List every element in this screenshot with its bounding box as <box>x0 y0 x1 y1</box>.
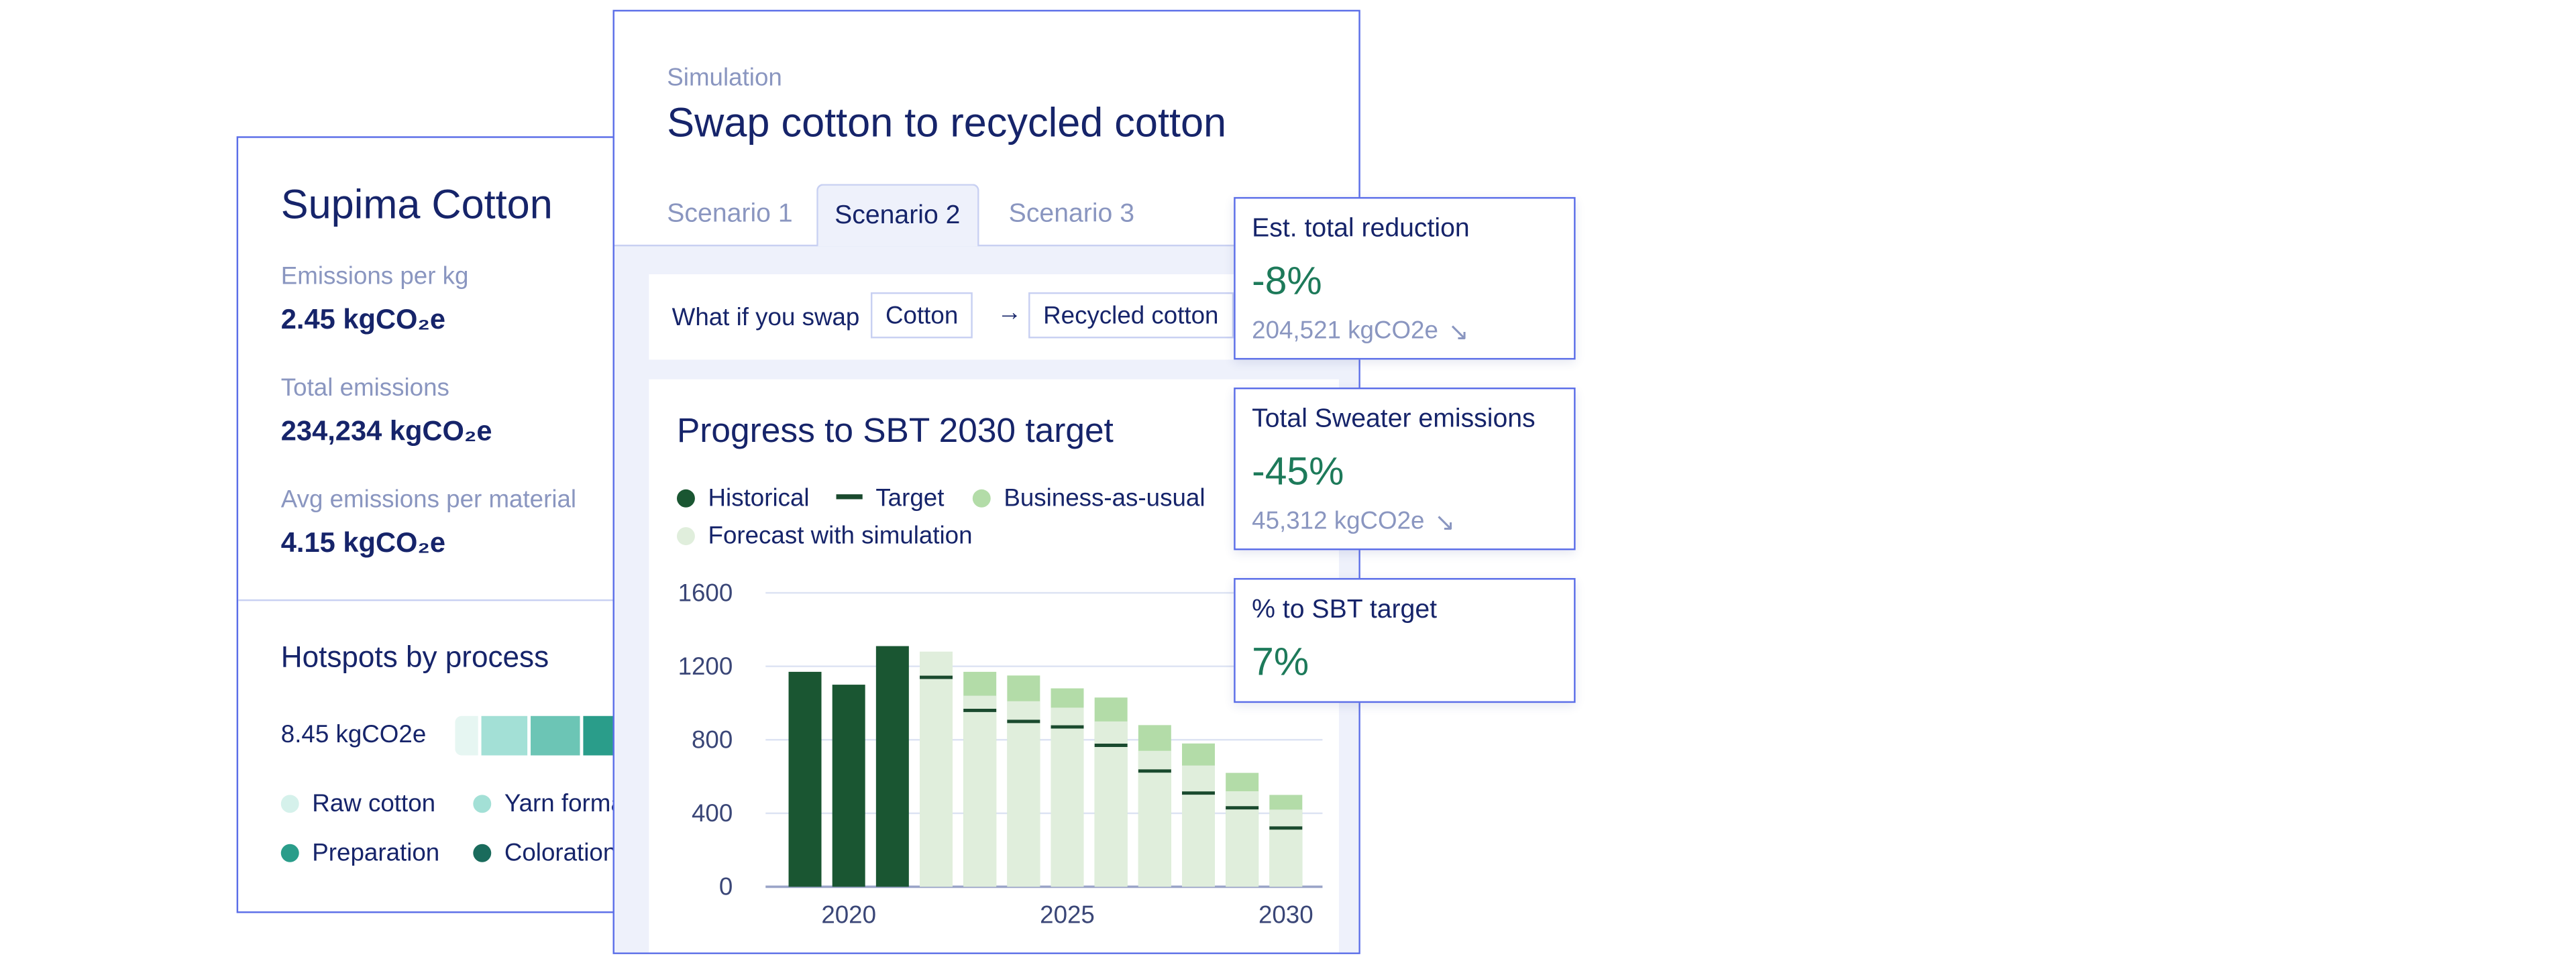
legend-label: Target <box>875 484 945 513</box>
hotspots-title: Hotspots by process <box>280 640 549 674</box>
metric-value: 2.45 kgCO₂e <box>280 304 446 335</box>
kpi-label: Total Sweater emissions <box>1252 405 1536 434</box>
legend-dot <box>280 795 299 813</box>
tab[interactable]: Scenario 1 <box>667 200 793 229</box>
kpi-detail: 45,312 kgCO2e ↘ <box>1252 507 1455 537</box>
hotspots-bar <box>455 715 662 756</box>
legend-swatch <box>836 494 863 500</box>
legend-label: Business-as-usual <box>1004 484 1205 513</box>
x-tick-label: 2030 <box>1258 901 1313 928</box>
bar <box>1094 721 1128 887</box>
kpi-detail: 204,521 kgCO2e ↘ <box>1252 316 1469 347</box>
kpi-label: Est. total reduction <box>1252 215 1470 243</box>
legend-label: Preparation <box>312 839 440 868</box>
y-tick-label: 1200 <box>678 652 733 680</box>
kpi-card: Est. total reduction -8% 204,521 kgCO2e ↘ <box>1234 196 1576 360</box>
swap-label: What if you swap <box>672 304 860 332</box>
simulation-title: Swap cotton to recycled cotton <box>667 100 1227 146</box>
legend-item: Target <box>836 484 945 513</box>
legend-swatch <box>972 489 991 508</box>
eyebrow: Simulation <box>667 64 782 93</box>
metric-label: Total emissions <box>280 374 449 403</box>
legend-swatch <box>676 527 695 546</box>
hotspot-legend-item: Raw cotton <box>280 789 436 818</box>
y-tick-label: 800 <box>692 726 733 754</box>
y-tick-label: 400 <box>692 799 733 827</box>
material-title: Supima Cotton <box>280 182 553 229</box>
hotspots-total: 8.45 kgCO2e <box>280 721 427 749</box>
bar <box>1138 750 1171 887</box>
kpi-card: Total Sweater emissions -45% 45,312 kgCO2e… <box>1234 387 1576 551</box>
arrow: → <box>997 298 1022 327</box>
bar <box>875 646 909 887</box>
hotspot-legend-item: Coloration <box>473 839 616 867</box>
chart-title: Progress to SBT 2030 target <box>676 412 1114 451</box>
hotspot-legend-item: Preparation <box>280 839 440 868</box>
legend-item: Historical <box>676 484 810 513</box>
tab[interactable]: Scenario 2 <box>816 184 979 247</box>
material-card: Supima Cotton Emissions per kg 2.45 kgCO₂… <box>236 136 664 913</box>
legend-dot <box>473 795 492 813</box>
swap-to[interactable]: Recycled cotton <box>1028 292 1234 339</box>
kpi-card: % to SBT target 7% <box>1234 578 1576 703</box>
kpi-label: % to SBT target <box>1252 595 1438 624</box>
kpi-value: 7% <box>1252 640 1309 685</box>
legend-swatch <box>676 489 695 508</box>
metric-value: 234,234 kgCO₂e <box>280 415 492 447</box>
legend-label: Raw cotton <box>312 789 436 818</box>
kpi-value: -8% <box>1252 259 1322 304</box>
bar <box>920 651 953 887</box>
legend-label: Historical <box>708 484 810 513</box>
swap-from[interactable]: Cotton <box>870 292 973 339</box>
bar <box>788 671 822 887</box>
x-tick-label: 2025 <box>1040 901 1095 928</box>
bar <box>1007 701 1040 887</box>
swap-row: What if you swap Cotton → Recycled cotto… <box>649 274 1339 360</box>
bar <box>1269 809 1303 887</box>
legend-label: Coloration <box>504 839 617 868</box>
legend-dot <box>473 844 492 862</box>
down-arrow-icon: ↘ <box>1434 509 1455 537</box>
metric-label: Avg emissions per material <box>280 485 577 514</box>
down-arrow-icon: ↘ <box>1448 319 1469 347</box>
legend-label: Forecast with simulation <box>708 522 973 551</box>
divider <box>238 599 662 601</box>
metric-label: Emissions per kg <box>280 262 469 291</box>
bar <box>832 685 865 887</box>
y-tick-label: 0 <box>719 873 733 901</box>
bar <box>1051 707 1084 887</box>
legend-item: Forecast with simulation <box>676 522 973 551</box>
y-tick-label: 1600 <box>678 579 733 606</box>
legend-item: Business-as-usual <box>972 484 1205 513</box>
bar <box>1182 765 1215 887</box>
tab[interactable]: Scenario 3 <box>1008 200 1135 229</box>
kpi-value: -45% <box>1252 450 1344 495</box>
bar <box>963 695 997 887</box>
metric-value: 4.15 kgCO₂e <box>280 527 446 559</box>
bar <box>1226 791 1259 887</box>
x-tick-label: 2020 <box>821 901 876 928</box>
legend-dot <box>280 844 299 862</box>
